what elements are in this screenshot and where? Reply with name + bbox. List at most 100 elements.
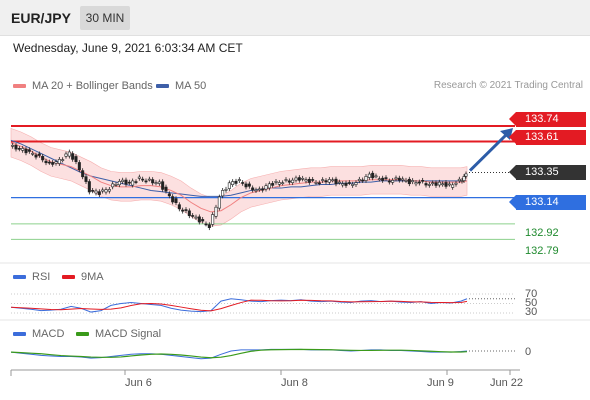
candle-body (434, 182, 438, 186)
candle-body (444, 182, 448, 187)
candle-body (114, 184, 118, 186)
legend-macd-signal: MACD Signal (76, 328, 161, 340)
candle-body (27, 149, 31, 152)
rsi-line (10, 298, 468, 313)
candle-body (271, 183, 275, 186)
candle-body (421, 180, 425, 182)
candle-body (261, 188, 265, 191)
candle-body (84, 176, 88, 182)
candle-body (37, 153, 41, 156)
top-bar: EUR/JPY 30 MIN (0, 0, 590, 36)
candle-body (107, 189, 111, 192)
candle-body (334, 178, 338, 185)
candle-body (401, 178, 405, 181)
candle-body (441, 183, 445, 186)
candle-body (387, 180, 391, 183)
candle-body (164, 186, 168, 192)
candle-body (417, 181, 421, 184)
candle-body (244, 183, 248, 188)
candle-body (351, 183, 355, 186)
candle-body (201, 219, 205, 222)
candle-body (101, 189, 105, 192)
rsi-level-50: 50 (525, 297, 538, 309)
candle-body (274, 181, 278, 183)
candle-body (24, 148, 28, 154)
candle-body (361, 179, 365, 182)
candle-body (71, 153, 75, 160)
candle-body (424, 183, 428, 186)
candle-body (64, 153, 68, 157)
macd-signal-swatch-icon (76, 332, 89, 337)
candle-body (197, 216, 201, 223)
candle-body (241, 182, 245, 184)
resistance-2-label: 133.74 (509, 112, 586, 127)
timeframe-button[interactable]: 30 MIN (80, 6, 130, 30)
candle-body (127, 181, 131, 184)
candle-body (157, 181, 161, 184)
candle-body (184, 209, 188, 211)
legend-macd-label: MACD (32, 328, 65, 340)
macd-swatch-icon (13, 332, 26, 337)
candle-body (277, 182, 281, 185)
macd-zero-label: 0 (525, 346, 532, 358)
candle-body (227, 182, 231, 189)
rsi-level-30: 30 (525, 306, 538, 318)
candle-body (124, 179, 128, 185)
support-1-label: 132.92 (525, 227, 559, 239)
candle-body (144, 180, 148, 183)
candle-body (294, 177, 298, 181)
candle-body (267, 183, 271, 189)
candle-body (104, 189, 108, 193)
candle-body (234, 180, 238, 184)
candle-body (287, 180, 291, 183)
candle-body (357, 178, 361, 182)
candle-body (344, 182, 348, 186)
candle-body (431, 182, 435, 185)
candle-body (44, 160, 48, 164)
candle-body (121, 179, 125, 182)
candle-body (311, 179, 315, 181)
legend-rsi: RSI (13, 271, 50, 283)
candle-body (81, 170, 85, 178)
candle-body (354, 182, 358, 185)
legend-ma20: MA 20 + Bollinger Bands (13, 80, 153, 92)
candle-body (51, 162, 55, 165)
candle-body (411, 180, 415, 183)
candle-body (97, 191, 101, 195)
candle-body (194, 216, 198, 219)
candle-body (237, 179, 241, 181)
candle-body (177, 204, 181, 210)
candle-body (297, 177, 301, 181)
candle-body (11, 145, 15, 147)
candle-body (214, 206, 218, 217)
candle-body (391, 180, 395, 183)
candle-body (87, 181, 91, 193)
macd-signal-line (10, 348, 468, 359)
candle-body (437, 181, 441, 186)
rsi-ma-swatch-icon (62, 275, 75, 280)
candle-body (224, 188, 228, 191)
candle-body (457, 178, 461, 182)
candle-body (151, 179, 155, 184)
candle-body (34, 154, 38, 158)
candle-body (221, 190, 225, 197)
candle-body (54, 161, 58, 164)
rsi-ma-line (10, 299, 468, 312)
candle-body (317, 182, 321, 185)
candle-body (427, 184, 431, 186)
legend-rsi-label: RSI (32, 271, 51, 283)
rsi-level-70: 70 (525, 288, 538, 300)
legend-rsi-ma: 9MA (62, 271, 104, 283)
resistance-1-label: 133.61 (509, 130, 586, 145)
candle-body (374, 175, 378, 178)
legend-ma50: MA 50 (156, 80, 206, 92)
x-tick-jun8: Jun 8 (281, 377, 308, 389)
candle-body (257, 188, 261, 191)
candle-body (407, 178, 411, 185)
support-2-label: 132.79 (525, 245, 559, 257)
x-tick-jun6: Jun 6 (125, 377, 152, 389)
candle-body (67, 151, 71, 157)
candle-body (460, 180, 464, 182)
candle-body (284, 179, 288, 181)
candle-body (371, 172, 375, 179)
